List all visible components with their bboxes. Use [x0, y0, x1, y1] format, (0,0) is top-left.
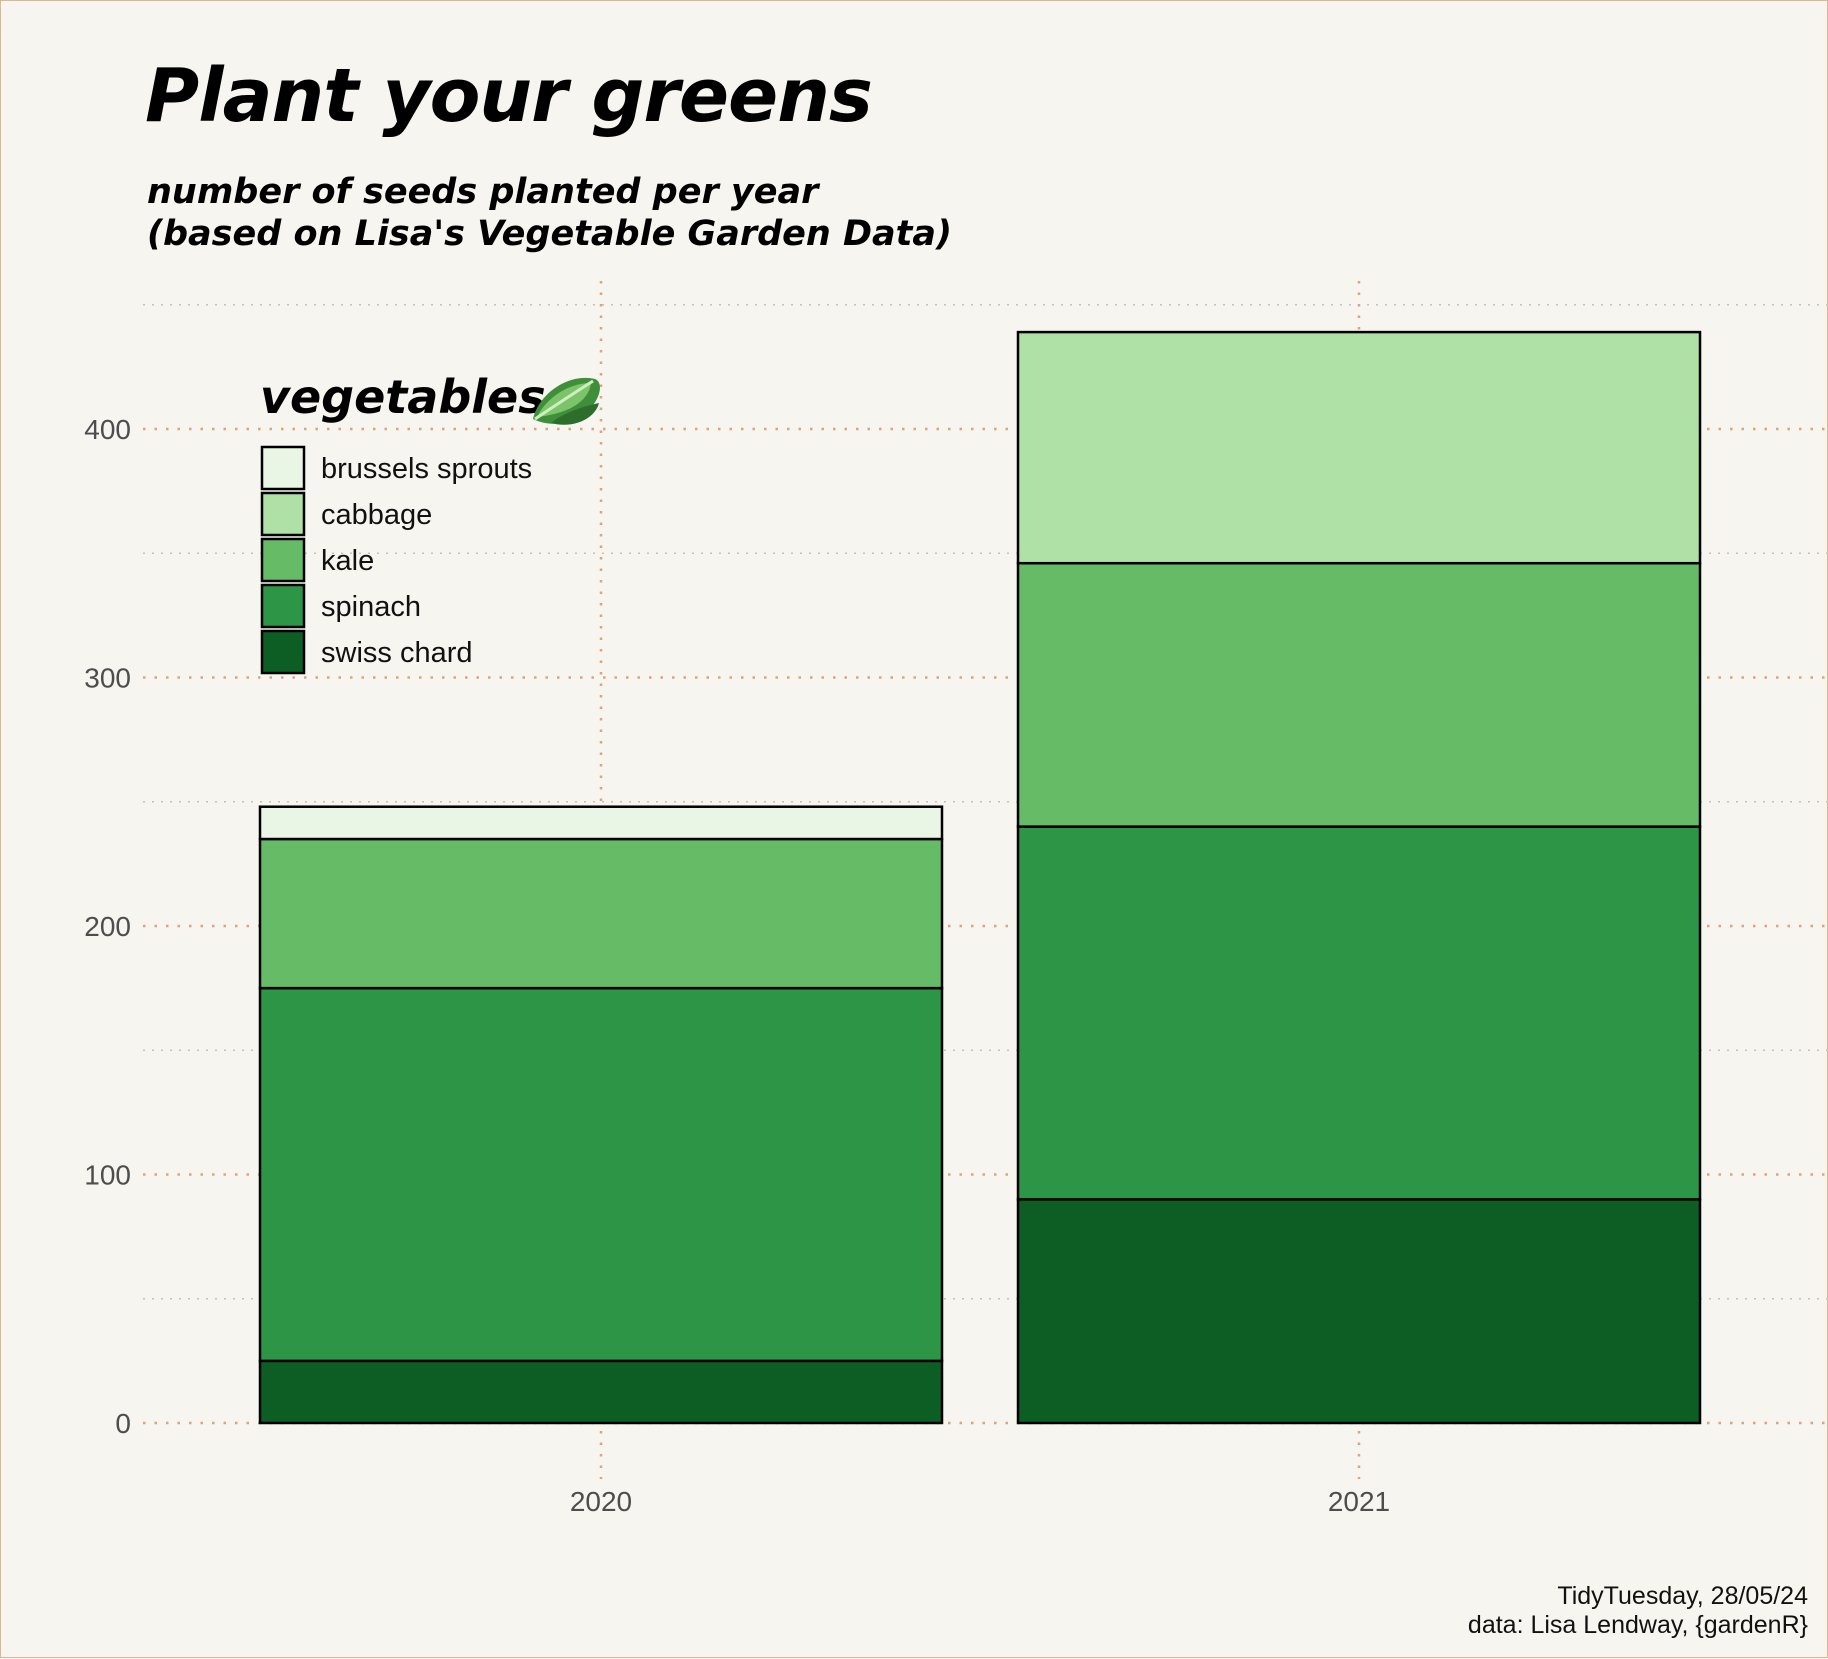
bars: [258, 330, 1702, 1425]
legend-label: spinach: [321, 591, 421, 623]
legend-item-kale: kale: [260, 537, 374, 583]
bar-segment-brussels-sprouts-2020: [258, 805, 944, 841]
leafy-green-icon: [533, 377, 600, 425]
x-tick-label: 2021: [1328, 1486, 1390, 1517]
y-axis: 0 100 200 300 400: [84, 414, 131, 1439]
legend-item-spinach: spinach: [260, 583, 421, 629]
chart-title: Plant your greens: [145, 53, 873, 139]
legend-items: brussels sprouts cabbage kale spinach swiss …: [260, 445, 532, 675]
legend-swatch: [260, 583, 306, 629]
legend-title: vegetables: [260, 370, 546, 424]
caption-line-2: data: Lisa Lendway, {gardenR}: [1467, 1611, 1808, 1639]
bar-segment-swiss-chard-2020: [258, 1359, 944, 1425]
caption-line-1: TidyTuesday, 28/05/24: [1557, 1582, 1808, 1610]
bar-segment-kale-2021: [1016, 561, 1702, 828]
legend-item-cabbage: cabbage: [260, 491, 432, 537]
legend-swatch: [260, 629, 306, 675]
x-tick-label: 2020: [570, 1486, 632, 1517]
bar-segment-spinach-2020: [258, 986, 944, 1363]
legend-swatch: [260, 445, 306, 491]
y-tick-label: 400: [84, 414, 131, 445]
legend-item-swiss-chard: swiss chard: [260, 629, 473, 675]
legend: vegetables brussels sprouts cabbage kale sp…: [260, 370, 600, 675]
y-tick-label: 100: [84, 1160, 131, 1191]
legend-label: cabbage: [321, 499, 432, 531]
bar-segment-spinach-2021: [1016, 825, 1702, 1201]
subtitle-line-1: number of seeds planted per year: [147, 172, 819, 212]
legend-swatch: [260, 537, 306, 583]
legend-label: kale: [321, 545, 374, 577]
y-tick-label: 0: [115, 1408, 131, 1439]
bar-segment-swiss-chard-2021: [1016, 1198, 1702, 1425]
subtitle-line-2: (based on Lisa's Vegetable Garden Data): [147, 214, 953, 254]
legend-swatch: [260, 491, 306, 537]
bar-segment-kale-2020: [258, 837, 944, 990]
caption: TidyTuesday, 28/05/24 data: Lisa Lendway…: [1468, 1582, 1808, 1640]
bar-segment-cabbage-2021: [1016, 330, 1702, 565]
chart-subtitle: number of seeds planted per year (based …: [147, 171, 952, 255]
legend-label: swiss chard: [321, 637, 473, 669]
y-tick-label: 300: [84, 663, 131, 694]
legend-label: brussels sprouts: [321, 453, 532, 485]
legend-item-brussels-sprouts: brussels sprouts: [260, 445, 532, 491]
x-axis: 2020 2021: [570, 1486, 1390, 1517]
y-tick-label: 200: [84, 911, 131, 942]
